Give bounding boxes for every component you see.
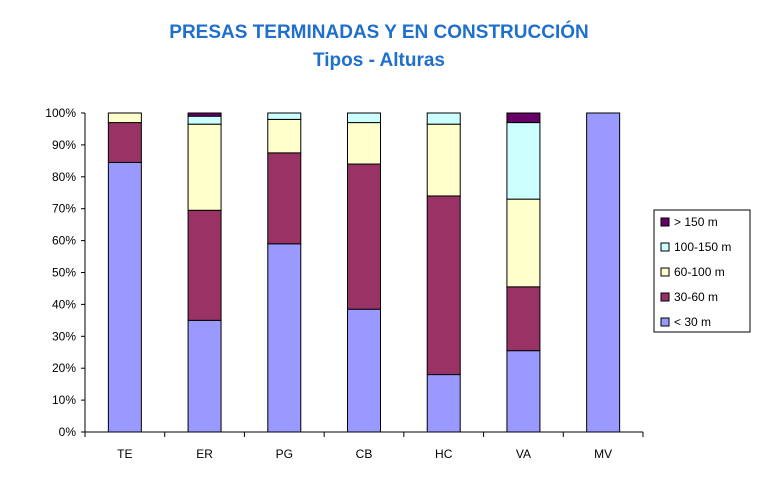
x-tick-label: CB <box>356 447 373 461</box>
bar-segment-va <box>506 198 541 288</box>
legend-label: 30-60 m <box>674 290 718 304</box>
bar-segment-hc <box>426 195 461 376</box>
y-tick-label: 0% <box>59 425 77 439</box>
legend-label: > 150 m <box>674 215 718 229</box>
bar-segment-va <box>506 122 541 200</box>
legend-label: 100-150 m <box>674 240 731 254</box>
bar-segment-te <box>107 112 142 124</box>
bar-segment-va <box>506 286 541 352</box>
legend-swatch <box>660 267 670 277</box>
y-tick-label: 40% <box>52 297 76 311</box>
y-tick-label: 70% <box>52 202 76 216</box>
bar-segment-pg <box>267 152 302 245</box>
legend-label: 60-100 m <box>674 265 725 279</box>
bar-segment-cb <box>347 308 381 433</box>
chart-subtitle: Tipos - Alturas <box>313 50 445 71</box>
bar-segment-hc <box>426 112 461 125</box>
bar-segment-va <box>506 350 541 433</box>
y-tick-label: 50% <box>52 266 76 280</box>
x-tick-label: ER <box>196 447 213 461</box>
bar-segment-pg <box>267 112 302 120</box>
bar-segment-pg <box>267 243 302 433</box>
legend-swatch <box>660 217 670 227</box>
chart-legend: > 150 m 100-150 m 60-100 m 30-60 m < 30 m <box>653 209 751 333</box>
legend-swatch <box>660 317 670 327</box>
x-tick-label: VA <box>516 447 531 461</box>
bar-segment-cb <box>347 122 381 165</box>
chart-title: PRESAS TERMINADAS Y EN CONSTRUCCIÓN <box>169 22 589 43</box>
bar-segment-er <box>187 112 222 117</box>
bar-segment-mv <box>586 112 621 433</box>
bar-segment-cb <box>347 163 381 310</box>
y-tick-label: 20% <box>52 361 76 375</box>
x-tick-label: PG <box>276 447 293 461</box>
y-tick-label: 90% <box>52 138 76 152</box>
bar-segment-hc <box>426 123 461 197</box>
y-tick-label: 30% <box>52 329 76 343</box>
bar-segment-hc <box>426 374 461 433</box>
bar-segment-er <box>187 123 222 211</box>
bar-segment-te <box>107 161 142 433</box>
y-tick-label: 10% <box>52 393 76 407</box>
legend-swatch <box>660 292 670 302</box>
x-tick-label: TE <box>117 447 132 461</box>
bar-segment-er <box>187 319 222 433</box>
bar-segment-cb <box>347 112 381 124</box>
bar-segment-er <box>187 209 222 321</box>
bar-segment-er <box>187 115 222 125</box>
legend-label: < 30 m <box>674 315 711 329</box>
legend-swatch <box>660 242 670 252</box>
y-tick-label: 100% <box>45 106 76 120</box>
chart-bars: TE ER PG CB HC VA MV <box>107 112 621 461</box>
x-tick-label: HC <box>435 447 453 461</box>
bar-segment-te <box>107 122 142 163</box>
bar-segment-va <box>506 112 541 124</box>
bar-segment-pg <box>267 118 302 154</box>
y-tick-label: 80% <box>52 170 76 184</box>
x-tick-label: MV <box>594 447 612 461</box>
y-tick-label: 60% <box>52 234 76 248</box>
legend-box <box>653 209 751 333</box>
